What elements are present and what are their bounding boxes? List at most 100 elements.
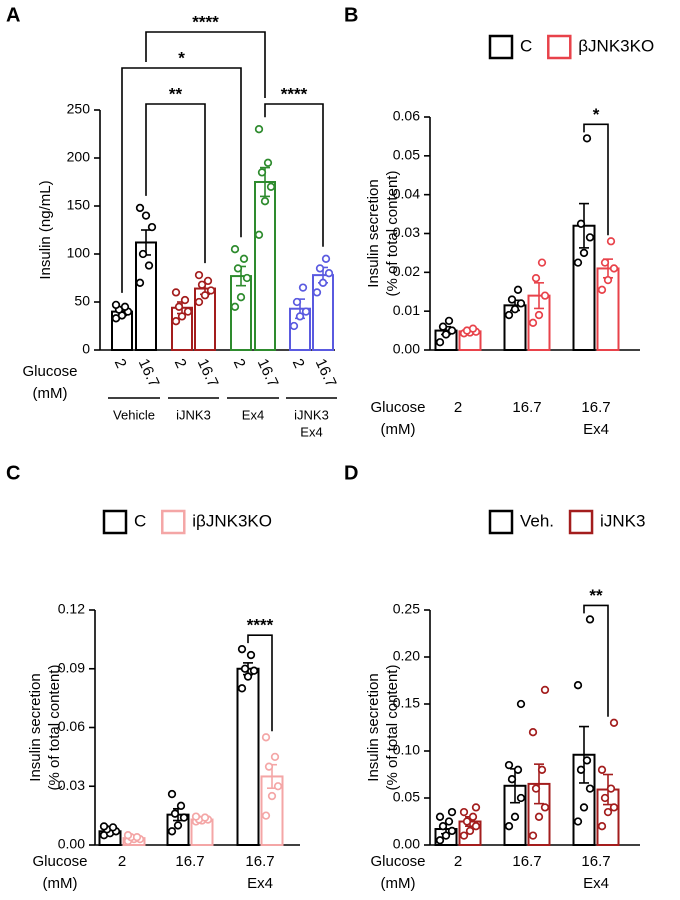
significance-label: ** — [169, 84, 183, 103]
legend-label: iJNK3 — [600, 511, 645, 530]
data-point — [180, 295, 190, 305]
panel-letter: C — [6, 462, 20, 484]
legend-swatch — [161, 509, 186, 535]
data-point — [261, 811, 271, 820]
y-axis-label: Insulin secretion — [365, 179, 382, 287]
data-point — [249, 666, 259, 675]
data-point — [609, 718, 619, 727]
data-point — [147, 222, 157, 232]
data-point — [123, 831, 133, 840]
x-tick-label: 16.7 — [581, 853, 610, 870]
x-axis-label: (mM) — [381, 421, 416, 438]
data-point — [471, 822, 481, 831]
x-axis-label: (mM) — [381, 875, 416, 892]
group-label: iJNK3 — [294, 407, 329, 422]
data-point — [582, 134, 592, 143]
legend-label: C — [520, 36, 532, 55]
data-point — [447, 807, 457, 817]
x-tick-label: 2 — [118, 853, 126, 870]
y-tick-label: 0.04 — [393, 185, 420, 201]
data-point — [435, 812, 445, 821]
data-point — [441, 330, 451, 339]
y-tick-label: 0.25 — [393, 601, 420, 617]
data-point — [138, 249, 148, 259]
y-tick-label: 0.00 — [393, 341, 420, 357]
x-axis-label: Glucose — [370, 853, 425, 870]
data-point — [540, 291, 550, 300]
data-point — [171, 288, 181, 297]
y-tick-label: 100 — [67, 245, 91, 261]
data-point — [609, 264, 619, 273]
y-axis-label: (% of total content) — [384, 171, 401, 297]
significance-bracket — [145, 31, 266, 98]
data-point — [444, 817, 454, 826]
y-tick-label: 250 — [67, 101, 91, 117]
data-point — [447, 326, 457, 335]
data-point — [585, 615, 595, 624]
data-point — [135, 203, 145, 213]
data-point — [507, 295, 517, 304]
x-tick-label: 16.7 — [581, 399, 610, 416]
data-point — [507, 775, 517, 784]
data-point — [176, 801, 186, 810]
y-tick-label: 0.06 — [393, 108, 420, 124]
data-point — [170, 809, 180, 818]
panel-letter: A — [6, 4, 20, 26]
data-point — [177, 312, 187, 321]
data-point — [606, 237, 616, 246]
group-label: iJNK3 — [176, 407, 211, 422]
data-point — [200, 813, 210, 822]
x-axis-label: Glucose — [32, 853, 87, 870]
x-tick-label: 2 — [171, 356, 190, 371]
data-point — [438, 822, 448, 831]
data-point — [237, 645, 247, 654]
legend-swatch — [488, 34, 514, 60]
y-tick-label: 0.09 — [58, 659, 85, 675]
data-point — [315, 264, 325, 273]
data-point — [513, 765, 523, 774]
x-tick-label: 16.7 — [135, 356, 163, 390]
significance-label: * — [593, 105, 600, 124]
y-tick-label: 50 — [74, 293, 90, 309]
significance-bracket — [247, 634, 273, 732]
x-tick-label: Ex4 — [247, 875, 273, 892]
data-point — [603, 807, 613, 817]
data-point — [528, 318, 538, 327]
data-point — [609, 803, 619, 812]
significance-bracket — [121, 67, 242, 293]
data-point — [447, 826, 457, 836]
data-point — [292, 297, 302, 307]
data-point — [444, 316, 454, 326]
data-point — [597, 765, 607, 774]
data-point — [516, 793, 526, 803]
x-tick-label: 16.7 — [512, 853, 541, 870]
data-point — [603, 275, 613, 285]
x-tick-label: 16.7 — [512, 399, 541, 416]
data-point — [120, 302, 130, 311]
data-point — [242, 273, 252, 283]
data-point — [206, 286, 216, 295]
data-point — [573, 817, 583, 826]
y-tick-label: 0 — [82, 341, 90, 357]
data-point — [600, 793, 610, 803]
y-tick-label: 0.10 — [393, 742, 420, 758]
data-point — [266, 182, 276, 191]
legend-label: C — [134, 511, 146, 530]
data-point — [167, 827, 177, 836]
data-point — [582, 756, 592, 765]
x-tick-label: 2 — [230, 356, 249, 371]
data-point — [504, 310, 514, 320]
data-point — [200, 291, 210, 300]
data-point — [468, 812, 478, 821]
data-point — [531, 784, 541, 793]
legend-label: Veh. — [520, 511, 554, 530]
data-point — [191, 812, 201, 821]
bar — [254, 181, 276, 351]
data-point — [260, 197, 270, 206]
y-tick-label: 0.06 — [58, 718, 85, 734]
significance-bracket — [583, 123, 609, 236]
data-point — [597, 822, 607, 831]
data-point — [606, 784, 616, 793]
data-point — [99, 822, 109, 831]
